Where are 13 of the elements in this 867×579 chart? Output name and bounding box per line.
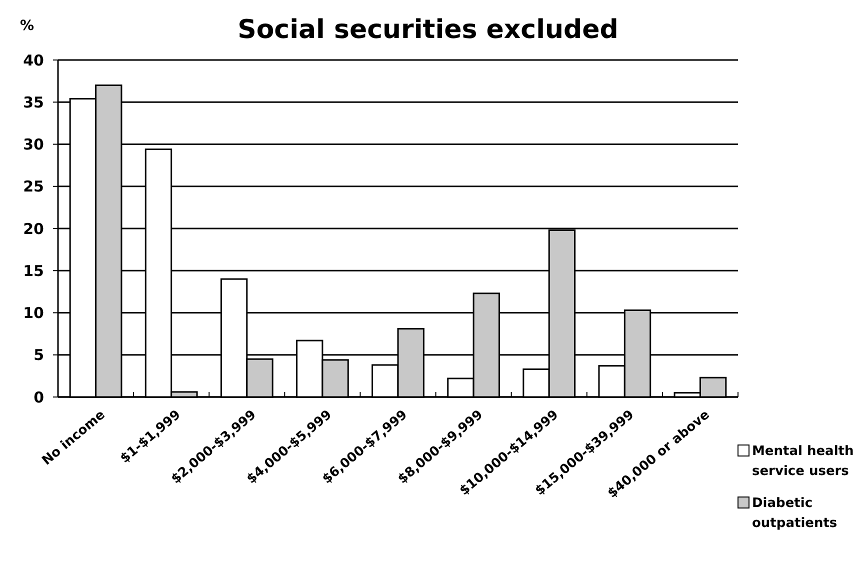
y-tick-label: 0 (34, 388, 44, 406)
y-tick-label: 35 (23, 93, 44, 112)
y-tick-label: 25 (23, 178, 44, 196)
y-tick-label: 40 (23, 51, 44, 70)
y-axis-title: % (20, 18, 34, 34)
y-tick-label: 15 (23, 262, 44, 280)
legend-label: Mental health service users (752, 444, 854, 479)
legend-label: Diabetic outpatients (752, 496, 838, 531)
y-tick-label: 30 (23, 136, 44, 154)
y-tick-label: 20 (23, 220, 44, 238)
y-tick-label: 5 (34, 346, 44, 364)
y-tick-label: 10 (23, 304, 44, 322)
chart-title: Social securities excluded (238, 15, 618, 45)
